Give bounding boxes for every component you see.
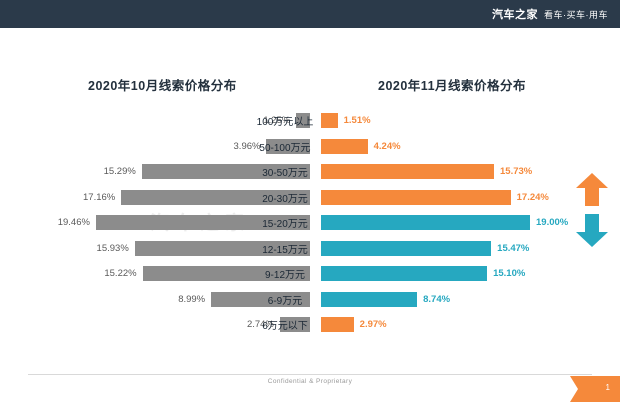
bar-group-oct: 19.46% bbox=[58, 210, 310, 236]
bar-oct bbox=[142, 266, 310, 282]
bar-value-oct: 3.96% bbox=[233, 140, 261, 152]
bar-value-oct: 8.99% bbox=[178, 293, 206, 305]
bar-value-oct: 19.46% bbox=[57, 217, 90, 229]
bar-nov bbox=[321, 138, 368, 154]
bar-group-oct: 15.29% bbox=[104, 159, 310, 185]
chart-row: 8.99% 6-9万元 8.74% bbox=[0, 287, 620, 313]
bar-oct bbox=[266, 138, 310, 154]
category-label: 50-100万元 bbox=[259, 142, 311, 154]
bar-value-nov: 1.51% bbox=[343, 115, 371, 127]
bar-nov bbox=[321, 189, 511, 205]
bar-group-nov: 15.10% bbox=[321, 261, 525, 287]
bar-nov bbox=[321, 113, 338, 129]
bar-oct bbox=[134, 240, 310, 256]
bar-oct bbox=[121, 189, 310, 205]
bar-nov bbox=[321, 317, 354, 333]
bar-nov bbox=[321, 266, 488, 282]
chart-row: 19.46% 15-20万元 19.00% bbox=[0, 210, 620, 236]
bar-oct bbox=[296, 113, 310, 129]
diverging-bar-chart: 1.25% 100万元以上 1.51% 3.96% 50-100万元 4.24% 15.29… bbox=[0, 108, 620, 338]
bar-group-oct: 3.96% bbox=[234, 134, 310, 160]
bar-value-nov: 15.10% bbox=[493, 268, 526, 280]
bar-oct bbox=[95, 215, 310, 231]
category-label: 15-20万元 bbox=[262, 219, 308, 231]
bar-oct bbox=[211, 291, 310, 307]
chart-row: 15.22% 9-12万元 15.10% bbox=[0, 261, 620, 287]
bar-group-nov: 1.51% bbox=[321, 108, 371, 134]
category-label: 6-9万元 bbox=[267, 295, 303, 307]
bar-value-oct: 15.22% bbox=[104, 268, 137, 280]
page-flag-shape bbox=[570, 376, 620, 402]
bar-value-nov: 2.97% bbox=[359, 319, 387, 331]
arrow-up-icon bbox=[576, 173, 608, 206]
bar-group-oct: 2.74% bbox=[247, 312, 310, 338]
chart-row: 15.93% 12-15万元 15.47% bbox=[0, 236, 620, 262]
footer-note: Confidential & Proprietary bbox=[267, 378, 353, 385]
category-label: 100万元以上 bbox=[256, 117, 314, 129]
brand-block: 汽车之家 看车·买车·用车 bbox=[492, 6, 608, 22]
chart-title-left: 2020年10月线索价格分布 bbox=[88, 79, 237, 93]
bar-oct bbox=[279, 317, 310, 333]
bar-value-nov: 17.24% bbox=[516, 191, 549, 203]
bar-value-nov: 15.73% bbox=[500, 166, 533, 178]
category-label: 20-30万元 bbox=[262, 193, 308, 205]
bar-group-nov: 4.24% bbox=[321, 134, 401, 160]
arrow-down-icon bbox=[576, 214, 608, 247]
brand-logo: 汽车之家 bbox=[492, 9, 538, 21]
bar-value-oct: 17.16% bbox=[83, 191, 116, 203]
bar-group-oct: 15.22% bbox=[104, 261, 310, 287]
bar-group-nov: 15.47% bbox=[321, 236, 529, 262]
bar-value-oct: 15.93% bbox=[96, 242, 129, 254]
bar-value-nov: 4.24% bbox=[373, 140, 401, 152]
bar-nov bbox=[321, 164, 495, 180]
chart-row: 15.29% 30-50万元 15.73% bbox=[0, 159, 620, 185]
chart-title-right: 2020年11月线索价格分布 bbox=[378, 79, 527, 93]
bar-nov bbox=[321, 215, 530, 231]
bar-group-oct: 15.93% bbox=[97, 236, 310, 262]
bar-value-nov: 15.47% bbox=[497, 242, 530, 254]
chart-row: 2.74% 6万元以下 2.97% bbox=[0, 312, 620, 338]
bar-nov bbox=[321, 291, 418, 307]
bar-value-nov: 8.74% bbox=[423, 293, 451, 305]
footer-divider bbox=[28, 374, 592, 375]
bar-oct bbox=[141, 164, 310, 180]
header-bar: 汽车之家 看车·买车·用车 bbox=[0, 0, 620, 28]
chart-row: 17.16% 20-30万元 17.24% bbox=[0, 185, 620, 211]
bar-group-nov: 17.24% bbox=[321, 185, 549, 211]
page-number: 1 bbox=[605, 383, 610, 392]
bar-group-oct: 17.16% bbox=[83, 185, 310, 211]
category-label: 12-15万元 bbox=[262, 244, 308, 256]
bar-group-nov: 2.97% bbox=[321, 312, 387, 338]
category-label: 30-50万元 bbox=[262, 168, 308, 180]
category-label: 9-12万元 bbox=[264, 270, 305, 282]
bar-value-oct: 15.29% bbox=[103, 166, 136, 178]
bar-value-nov: 19.00% bbox=[536, 217, 569, 229]
bar-value-oct: 1.25% bbox=[263, 115, 291, 127]
bar-group-nov: 8.74% bbox=[321, 287, 450, 313]
bar-group-oct: 8.99% bbox=[178, 287, 310, 313]
trend-arrows bbox=[575, 172, 609, 248]
category-label: 6万元以下 bbox=[262, 321, 308, 333]
chart-row: 1.25% 100万元以上 1.51% bbox=[0, 108, 620, 134]
chart-row: 3.96% 50-100万元 4.24% bbox=[0, 134, 620, 160]
bar-group-nov: 15.73% bbox=[321, 159, 532, 185]
bar-value-oct: 2.74% bbox=[246, 319, 274, 331]
bar-nov bbox=[321, 240, 492, 256]
brand-tagline: 看车·买车·用车 bbox=[544, 9, 608, 20]
bar-group-oct: 1.25% bbox=[263, 108, 310, 134]
bar-group-nov: 19.00% bbox=[321, 210, 568, 236]
